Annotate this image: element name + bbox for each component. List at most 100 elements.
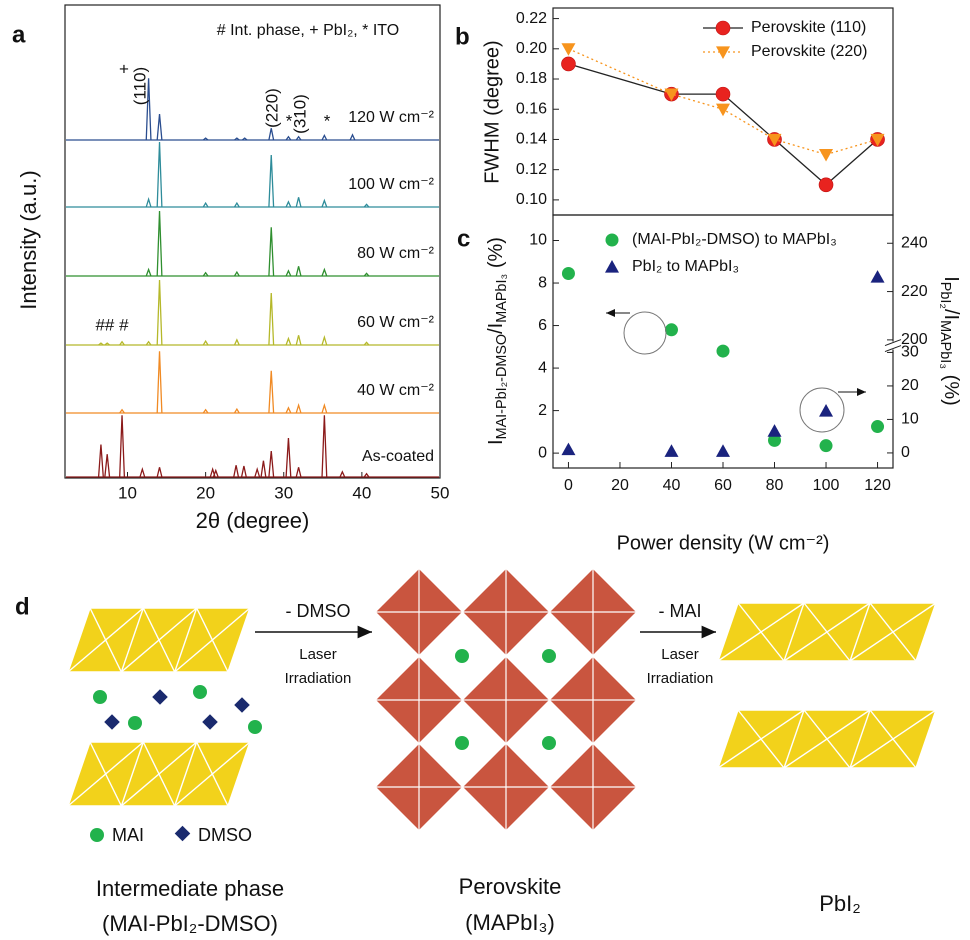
- series-label: 40 W cm⁻²: [357, 382, 435, 399]
- label-part: MAPbI₃: [494, 274, 510, 323]
- marker: [716, 46, 730, 59]
- legend-label: Perovskite (220): [751, 43, 868, 60]
- annotation: +: [119, 59, 129, 78]
- x-tick-label: 20: [611, 477, 629, 494]
- marker: [716, 21, 730, 35]
- octahedron-edge: [549, 568, 637, 656]
- peak: [99, 445, 104, 478]
- peak: [213, 471, 218, 478]
- y-tick-label: 0.12: [516, 161, 547, 178]
- x-tick-label: 40: [663, 477, 681, 494]
- peak: [157, 142, 162, 207]
- peak: [286, 271, 291, 276]
- y-tick-label: 4: [538, 359, 547, 376]
- panel-label: c: [457, 225, 470, 252]
- y-tick-label: 0: [538, 444, 547, 461]
- dmso-molecule: [202, 714, 218, 730]
- octahedron-edge: [375, 656, 463, 744]
- x-axis-label: 2θ (degree): [196, 508, 310, 533]
- plot-frame: [553, 215, 893, 468]
- peak: [234, 465, 239, 477]
- marker: [665, 323, 678, 336]
- x-tick-label: 0: [564, 477, 573, 494]
- y2-axis-label: IPbI₂/IMAPbI₃ (%): [937, 276, 962, 406]
- series-label: 120 W cm⁻²: [348, 109, 434, 126]
- stage-formula: (MAPbI₃): [465, 910, 555, 935]
- peak: [255, 469, 260, 477]
- y-tick-label: 0.18: [516, 70, 547, 87]
- series-line: [568, 49, 877, 155]
- legend-label: PbI₂ to MAPbI₃: [632, 258, 739, 275]
- octahedron-edge: [462, 656, 550, 744]
- y2-tick-label: 10: [901, 411, 919, 428]
- peak: [286, 339, 291, 346]
- marker: [871, 270, 885, 283]
- peak: [269, 128, 274, 140]
- y2-tick-label: 200: [901, 331, 928, 348]
- legend-label: Perovskite (110): [751, 19, 866, 36]
- step-label: Irradiation: [285, 670, 352, 687]
- peak: [286, 438, 291, 477]
- legend-label: DMSO: [198, 825, 252, 845]
- marker: [716, 444, 730, 457]
- label-part: MAPbI₃: [937, 320, 953, 369]
- mai-ion: [455, 736, 469, 750]
- legend-label: (MAI-PbI₂-DMSO) to MAPbI₃: [632, 231, 837, 248]
- peak: [322, 135, 327, 140]
- peak: [269, 155, 274, 207]
- series-label: 100 W cm⁻²: [348, 176, 434, 193]
- figure: d - DMSO Laser Irradiation - MAI Laser I…: [0, 0, 970, 940]
- peak: [286, 202, 291, 207]
- step-label: - MAI: [659, 601, 702, 621]
- octahedron-edge: [549, 743, 637, 831]
- mai-ion: [193, 685, 207, 699]
- marker: [871, 420, 884, 433]
- diagram: [68, 568, 936, 831]
- panel-label: a: [12, 21, 26, 48]
- marker: [562, 267, 575, 280]
- series-label: As-coated: [362, 448, 434, 465]
- peak: [105, 454, 110, 477]
- dmso-molecule: [152, 689, 168, 705]
- marker: [561, 57, 575, 71]
- peak: [157, 211, 162, 276]
- callout: [800, 388, 844, 432]
- y2-tick-label: 0: [901, 444, 910, 461]
- peak: [157, 280, 162, 345]
- y-tick-label: 6: [538, 317, 547, 334]
- x-tick-label: 50: [431, 483, 450, 502]
- step-label: - DMSO: [286, 601, 351, 621]
- peak: [157, 467, 162, 477]
- step-label: Irradiation: [647, 670, 714, 687]
- label-part: /I: [940, 309, 962, 320]
- panel-label: d: [15, 593, 30, 620]
- y-tick-label: 10: [529, 232, 547, 249]
- stage-name: Intermediate phase: [96, 876, 284, 901]
- y-axis-label: FWHM (degree): [481, 40, 503, 183]
- label-part: /I: [485, 323, 507, 334]
- peak: [120, 415, 125, 477]
- marker: [768, 424, 782, 437]
- peak: [146, 270, 151, 277]
- peak: [296, 266, 301, 276]
- peak: [146, 199, 151, 207]
- peak: [322, 405, 327, 413]
- marker: [820, 439, 833, 452]
- peak: [322, 415, 327, 477]
- octahedron-edge: [462, 743, 550, 831]
- marker: [716, 87, 730, 101]
- marker: [664, 444, 678, 457]
- peak: [269, 293, 274, 345]
- octahedron-edge: [549, 656, 637, 744]
- octahedron-edge: [375, 568, 463, 656]
- y-tick-label: 0.22: [516, 10, 547, 27]
- peak: [296, 197, 301, 207]
- mai-ion: [248, 720, 262, 734]
- y2-tick-label: 220: [901, 283, 928, 300]
- series-label: 80 W cm⁻²: [357, 245, 435, 262]
- mai-ion: [455, 649, 469, 663]
- y-tick-label: 0.20: [516, 40, 547, 57]
- marker: [819, 149, 833, 162]
- legend-marker: [90, 828, 104, 842]
- peak: [286, 408, 291, 413]
